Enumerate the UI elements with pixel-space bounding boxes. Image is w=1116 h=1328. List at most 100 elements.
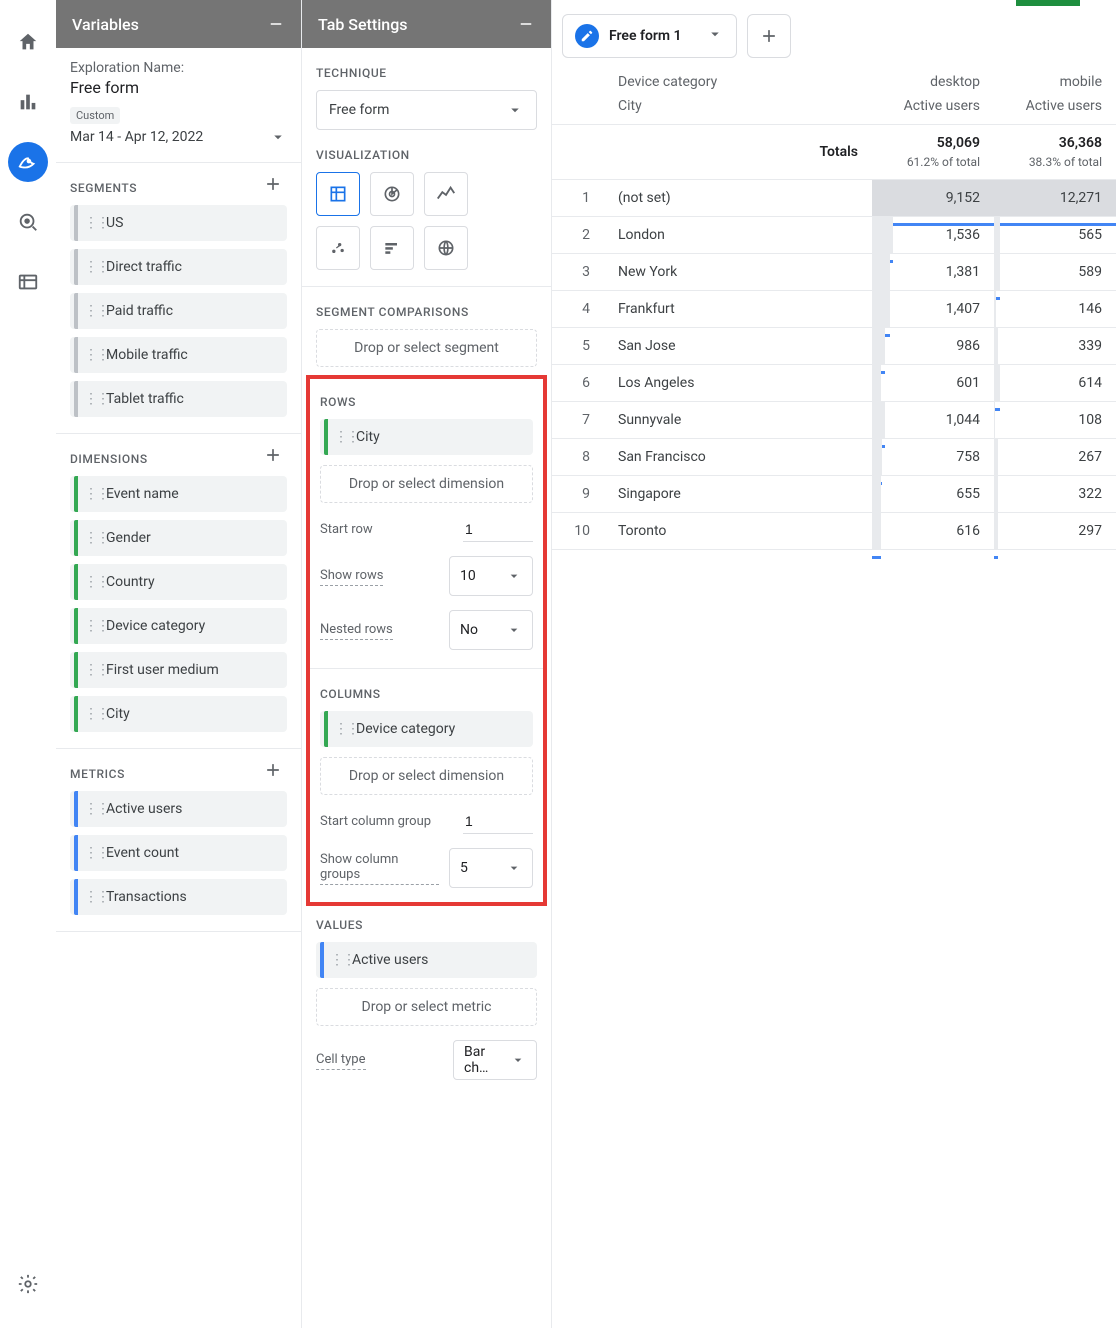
chip-label: Active users — [106, 801, 182, 817]
collapse-icon[interactable] — [517, 15, 535, 33]
grip-icon — [84, 801, 98, 817]
chip-event-name[interactable]: Event name — [70, 476, 287, 512]
row-label: Sunnyvale — [604, 402, 872, 439]
viz-line-button[interactable] — [424, 172, 468, 216]
chip-country[interactable]: Country — [70, 564, 287, 600]
add-tab-button[interactable] — [747, 14, 791, 58]
report-area: Free form 1 Device category desktop mobi… — [552, 0, 1116, 1328]
viz-bar-button[interactable] — [370, 226, 414, 270]
table-row[interactable]: 6Los Angeles601614 — [552, 365, 1116, 402]
chip-city[interactable]: City — [70, 696, 287, 732]
group-header: Device category — [604, 66, 872, 96]
start-row-label: Start row — [320, 522, 453, 537]
chip-label: Paid traffic — [106, 303, 173, 319]
totals-row: Totals 58,069 61.2% of total 36,368 38.3… — [552, 125, 1116, 180]
row-index: 8 — [552, 439, 604, 476]
nested-rows-select[interactable]: No — [449, 610, 533, 650]
table-row[interactable]: 2London1,536565 — [552, 217, 1116, 254]
col-group-1[interactable]: mobile — [994, 66, 1116, 96]
row-value: 12,271 — [994, 180, 1116, 217]
values-drop-zone[interactable]: Drop or select metric — [316, 988, 537, 1026]
chip-us[interactable]: US — [70, 205, 287, 241]
target-icon[interactable] — [8, 202, 48, 242]
viz-donut-button[interactable] — [370, 172, 414, 216]
values-chip[interactable]: Active users — [316, 942, 537, 978]
grip-icon — [84, 347, 98, 363]
rows-chip[interactable]: City — [320, 419, 533, 455]
home-icon[interactable] — [8, 22, 48, 62]
add-dimension-button[interactable] — [259, 441, 287, 469]
settings-icon[interactable] — [8, 1264, 48, 1304]
chip-active-users[interactable]: Active users — [70, 791, 287, 827]
chevron-down-icon — [510, 1052, 526, 1068]
show-rows-select[interactable]: 10 — [449, 556, 533, 596]
table-row[interactable]: 4Frankfurt1,407146 — [552, 291, 1116, 328]
chip-label: US — [106, 215, 123, 231]
chip-mobile-traffic[interactable]: Mobile traffic — [70, 337, 287, 373]
table-row[interactable]: 5San Jose986339 — [552, 328, 1116, 365]
metric-header-0: Active users — [872, 96, 994, 125]
table-row[interactable]: 7Sunnyvale1,044108 — [552, 402, 1116, 439]
viz-globe-button[interactable] — [424, 226, 468, 270]
tab-settings-panel: Tab Settings TECHNIQUE Free form VISUALI… — [302, 0, 552, 1328]
columns-chip[interactable]: Device category — [320, 711, 533, 747]
chevron-down-icon — [706, 25, 724, 47]
grip-icon — [84, 618, 98, 634]
chip-event-count[interactable]: Event count — [70, 835, 287, 871]
explore-icon[interactable] — [8, 142, 48, 182]
totals-label: Totals — [604, 125, 872, 180]
table-row[interactable]: 8San Francisco758267 — [552, 439, 1116, 476]
chip-gender[interactable]: Gender — [70, 520, 287, 556]
technique-select[interactable]: Free form — [316, 90, 537, 130]
grip-icon — [334, 429, 348, 445]
table-row[interactable]: 1(not set)9,15212,271 — [552, 180, 1116, 217]
col-group-0[interactable]: desktop — [872, 66, 994, 96]
visualization-title: VISUALIZATION — [316, 148, 537, 162]
start-row-input[interactable] — [463, 517, 533, 542]
row-value: 565 — [994, 217, 1116, 254]
rows-drop-zone[interactable]: Drop or select dimension — [320, 465, 533, 503]
totals-sub-0: 61.2% of total — [886, 155, 980, 169]
table-row[interactable]: 3New York1,381589 — [552, 254, 1116, 291]
show-col-label: Show column groups — [320, 852, 439, 885]
chip-label: Gender — [106, 530, 151, 546]
grip-icon — [84, 215, 98, 231]
table-row[interactable]: 9Singapore655322 — [552, 476, 1116, 513]
show-col-select[interactable]: 5 — [449, 848, 533, 888]
chip-paid-traffic[interactable]: Paid traffic — [70, 293, 287, 329]
chevron-down-icon — [269, 128, 287, 146]
rows-columns-highlight: ROWS City Drop or select dimension Start… — [306, 375, 547, 906]
chip-direct-traffic[interactable]: Direct traffic — [70, 249, 287, 285]
chip-transactions[interactable]: Transactions — [70, 879, 287, 915]
viz-table-button[interactable] — [316, 172, 360, 216]
chip-label: Transactions — [106, 889, 187, 905]
chip-tablet-traffic[interactable]: Tablet traffic — [70, 381, 287, 417]
variables-panel: Variables Exploration Name: Free form Cu… — [56, 0, 302, 1328]
bar-chart-icon[interactable] — [8, 82, 48, 122]
chip-label: Tablet traffic — [106, 391, 184, 407]
row-label: Los Angeles — [604, 365, 872, 402]
chip-first-user-medium[interactable]: First user medium — [70, 652, 287, 688]
viz-scatter-button[interactable] — [316, 226, 360, 270]
row-value: 1,536 — [872, 217, 994, 254]
exploration-name[interactable]: Free form — [70, 78, 287, 97]
row-label: Singapore — [604, 476, 872, 513]
cell-type-select[interactable]: Bar ch… — [453, 1040, 537, 1080]
edit-icon — [575, 24, 599, 48]
report-tab[interactable]: Free form 1 — [562, 14, 737, 58]
start-col-input[interactable] — [463, 809, 533, 834]
date-range-picker[interactable]: Mar 14 - Apr 12, 2022 — [70, 128, 287, 146]
collapse-icon[interactable] — [267, 15, 285, 33]
grip-icon — [84, 530, 98, 546]
table-row[interactable]: 10Toronto616297 — [552, 513, 1116, 550]
add-metric-button[interactable] — [259, 756, 287, 784]
columns-drop-zone[interactable]: Drop or select dimension — [320, 757, 533, 795]
add-segment-button[interactable] — [259, 170, 287, 198]
segment-drop-zone[interactable]: Drop or select segment — [316, 329, 537, 367]
grip-icon — [84, 486, 98, 502]
chip-device-category[interactable]: Device category — [70, 608, 287, 644]
report-table: Device category desktop mobile City Acti… — [552, 66, 1116, 550]
list-icon[interactable] — [8, 262, 48, 302]
row-value: 108 — [994, 402, 1116, 439]
report-tab-name: Free form 1 — [609, 28, 682, 44]
